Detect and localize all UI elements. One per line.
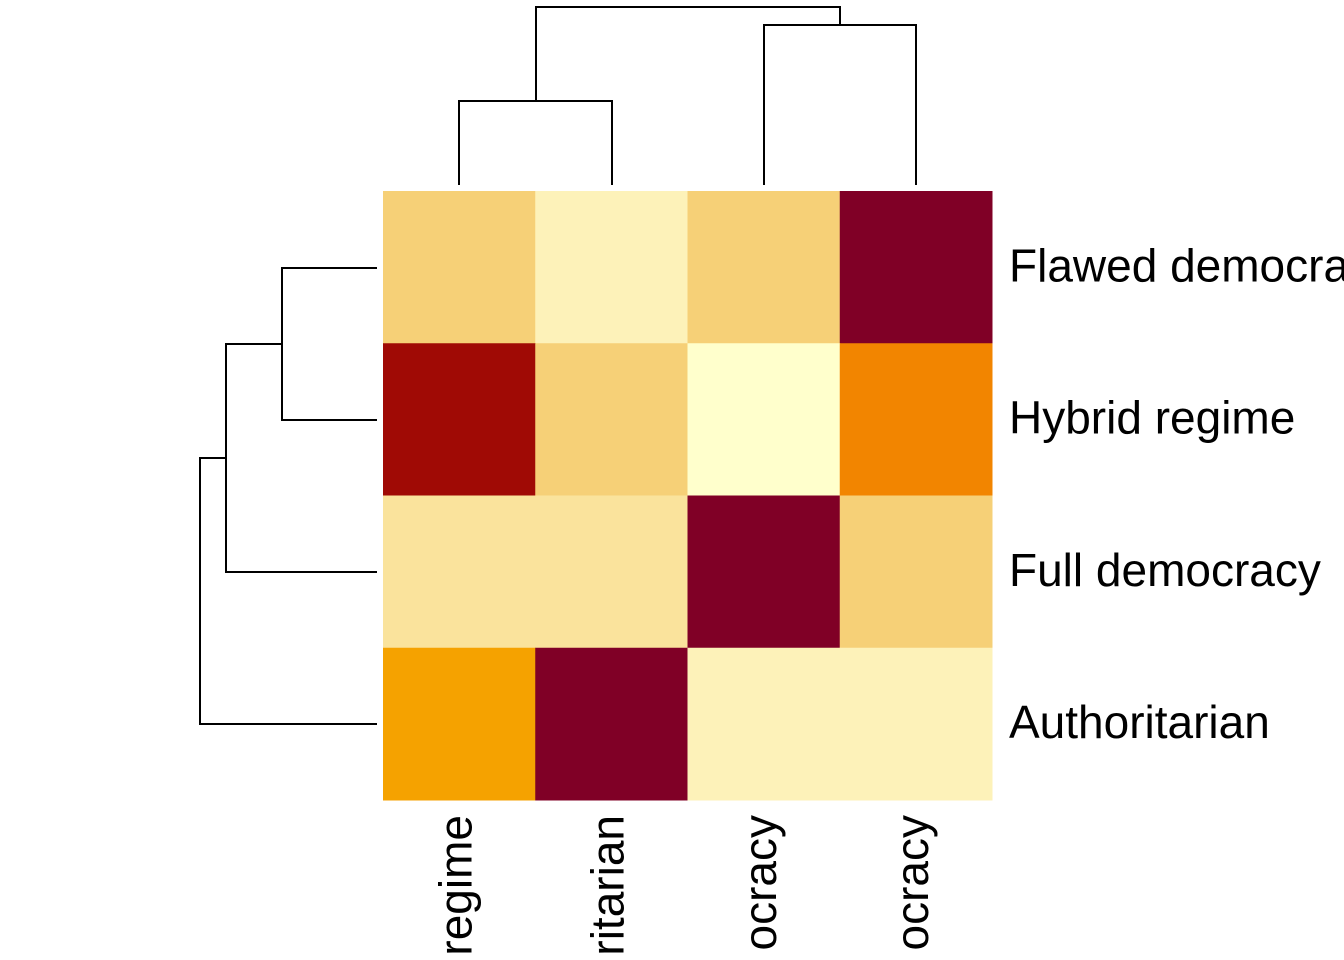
column-label: ocracy xyxy=(734,815,786,950)
row-dendrogram xyxy=(199,267,377,725)
heatmap-cell xyxy=(383,647,536,801)
column-label: ocracy xyxy=(886,815,938,950)
heatmap-cell xyxy=(839,191,993,344)
heatmap-cell xyxy=(687,343,841,496)
heatmap-cell xyxy=(535,495,688,649)
heatmap-cell xyxy=(383,343,536,496)
heatmap-cell xyxy=(535,343,688,496)
heatmap-cell xyxy=(535,191,688,344)
heatmap-cell xyxy=(687,191,841,344)
column-label: regime xyxy=(429,815,481,956)
row-label: Flawed democra xyxy=(1009,239,1344,291)
heatmap-cell xyxy=(687,495,841,649)
row-label: Full democracy xyxy=(1009,544,1321,596)
heatmap-cell xyxy=(839,647,993,801)
heatmap-cell xyxy=(535,647,688,801)
row-label: Authoritarian xyxy=(1009,696,1270,748)
heatmap-cell xyxy=(383,495,536,649)
column-dendrogram xyxy=(458,6,917,185)
column-label: ritarian xyxy=(582,815,634,956)
heatmap-cell xyxy=(383,191,536,344)
heatmap-cell xyxy=(839,343,993,496)
heatmap-cell xyxy=(839,495,993,649)
row-label: Hybrid regime xyxy=(1009,392,1295,444)
heatmap-cell xyxy=(687,647,841,801)
